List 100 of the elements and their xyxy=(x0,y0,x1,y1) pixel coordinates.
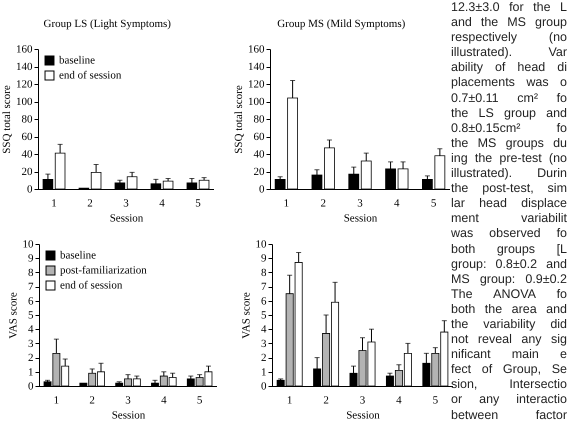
text: lar head displace xyxy=(451,196,567,212)
y-tick-label: 10 xyxy=(22,238,34,250)
text: or any interactio xyxy=(451,392,567,408)
x-tick-label: 5 xyxy=(432,394,439,406)
y-tick-label: 4 xyxy=(261,324,267,336)
annotation: both the area and xyxy=(451,302,567,317)
chart-title: Group MS (Mild Symptoms) xyxy=(277,18,406,30)
y-tick-label: 9 xyxy=(28,252,34,265)
x-tick-label: 5 xyxy=(195,198,202,210)
x-tick-label: 5 xyxy=(196,394,203,406)
y-tick-label: 140 xyxy=(16,61,33,73)
x-tick-label: 2 xyxy=(320,198,326,210)
text: 0.8±0.15cm² fo xyxy=(451,120,567,136)
y-tick-label: 6 xyxy=(28,295,34,308)
x-tick-label: 2 xyxy=(87,198,93,210)
y-tick-label: 7 xyxy=(28,281,34,294)
x-tick-label: 2 xyxy=(323,394,329,406)
y-axis-title: VAS score xyxy=(240,292,252,339)
annotation: The ANOVA fo xyxy=(451,286,567,302)
y-tick-label: 120 xyxy=(16,78,33,90)
y-tick-label: 40 xyxy=(22,148,33,160)
y-tick-label: 8 xyxy=(28,266,34,279)
y-axis-title: VAS score xyxy=(8,292,20,339)
x-tick-label: 1 xyxy=(284,198,290,210)
text: ment variabilit xyxy=(451,211,567,226)
x-tick-label: 5 xyxy=(430,198,437,210)
text: the MS groups du xyxy=(451,136,567,151)
y-tick-label: 4 xyxy=(28,324,34,336)
x-axis-title: Session xyxy=(112,410,146,422)
text: the LS group and xyxy=(451,106,567,121)
y-tick-label: 0 xyxy=(259,184,265,196)
text: between factor xyxy=(451,408,567,423)
y-tick-label: 100 xyxy=(16,96,33,108)
x-axis-title: Session xyxy=(110,212,144,224)
x-tick-label: 1 xyxy=(54,394,60,406)
text: respectively (no xyxy=(451,30,567,46)
y-tick-label: 160 xyxy=(16,44,33,56)
y-axis-title: SSQ total score xyxy=(233,85,245,154)
y-tick-label: 60 xyxy=(254,131,265,143)
annotation: both groups [L xyxy=(451,242,567,257)
y-tick-label: 2 xyxy=(261,352,266,364)
y-tick-label: 60 xyxy=(22,131,33,143)
y-tick-label: 160 xyxy=(248,44,265,56)
annotation: fect of Group, Se xyxy=(451,362,567,378)
x-tick-label: 4 xyxy=(394,198,400,210)
y-tick-label: 0 xyxy=(261,380,267,392)
text: 12.3±3.0 for the L xyxy=(451,0,567,16)
x-tick-label: 2 xyxy=(89,394,95,406)
y-axis-title: SSQ total score xyxy=(1,85,13,154)
annotation: nificant main e xyxy=(451,347,567,362)
y-tick-label: 8 xyxy=(261,266,267,279)
text: and the MS group xyxy=(451,15,567,30)
y-tick-label: 80 xyxy=(254,114,265,126)
y-tick-label: 120 xyxy=(248,78,265,90)
y-tick-label: 20 xyxy=(22,166,33,178)
text: the post-test, sim xyxy=(451,181,567,196)
y-tick-label: 80 xyxy=(22,114,33,126)
x-tick-label: 1 xyxy=(51,198,57,210)
y-tick-label: 20 xyxy=(254,166,265,178)
chart-title: Group LS (Light Symptoms) xyxy=(44,18,172,30)
y-tick-label: 5 xyxy=(261,310,267,322)
y-tick-label: 3 xyxy=(261,338,267,350)
y-tick-label: 1 xyxy=(28,366,34,378)
x-tick-label: 1 xyxy=(286,394,292,406)
annotation: the variability did xyxy=(451,316,567,332)
x-tick-label: 4 xyxy=(159,198,166,210)
annotation: MS group: 0.9±0.2 xyxy=(451,272,567,287)
text: illustrated). Durin xyxy=(451,166,567,182)
y-tick-label: 7 xyxy=(261,281,267,294)
legend-label: baseline xyxy=(59,54,96,66)
text: 0.7±0.11 cm² fo xyxy=(451,90,567,106)
legend-label: end of session xyxy=(60,280,123,292)
annotation: not reveal any sig xyxy=(451,332,567,348)
y-tick-label: 2 xyxy=(28,352,34,364)
y-tick-label: 3 xyxy=(28,338,34,350)
legend-label: end of session xyxy=(59,70,122,82)
text: ability of head di xyxy=(451,60,567,76)
annotation: group: 0.8±0.2 and xyxy=(451,256,567,272)
legend-label: post-familiarization xyxy=(60,264,148,276)
text: ing the pre-test (no xyxy=(451,150,567,166)
annotation: sion, Intersectio xyxy=(451,377,567,392)
x-axis-title: Session xyxy=(346,410,380,422)
y-tick-label: 9 xyxy=(261,252,267,265)
y-tick-label: 140 xyxy=(248,61,265,73)
text: was observed fo xyxy=(451,226,567,242)
x-tick-label: 3 xyxy=(123,198,130,210)
x-tick-label: 3 xyxy=(360,394,366,406)
y-tick-label: 6 xyxy=(261,295,267,308)
y-tick-label: 40 xyxy=(254,148,265,160)
text: placements was o xyxy=(451,75,567,91)
y-tick-label: 5 xyxy=(28,310,34,322)
y-tick-label: 0 xyxy=(27,184,33,196)
x-tick-label: 3 xyxy=(357,198,364,210)
y-tick-label: 100 xyxy=(248,96,265,108)
text: illustrated). Var xyxy=(451,45,567,60)
x-tick-label: 3 xyxy=(125,394,132,406)
legend-label: baseline xyxy=(60,250,96,262)
x-tick-label: 4 xyxy=(396,394,402,406)
y-tick-label: 10 xyxy=(256,238,267,250)
y-tick-label: 0 xyxy=(28,380,34,392)
